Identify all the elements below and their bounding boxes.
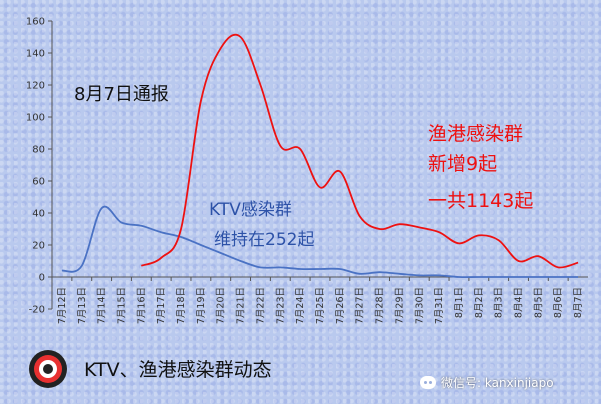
x-tick-label: 7月14日 [97,287,108,324]
y-tick-label: 20 [32,241,45,252]
wechat-icon [420,376,436,389]
x-tick-label: 7月12日 [57,287,68,324]
annotation-fishery-name: 渔港感染群 [428,123,523,145]
y-tick-label: 80 [32,145,45,156]
x-tick-label: 7月24日 [295,287,306,324]
x-tick-label: 8月6日 [553,287,564,318]
x-tick-label: 7月28日 [375,287,386,324]
x-tick-label: 7月15日 [116,287,127,324]
x-tick-label: 7月21日 [236,287,247,324]
wechat-id: 微信号: kanxinjiapo [420,374,554,391]
y-tick-label: 120 [26,81,45,92]
annotation-ktv-total: 维持在252起 [214,230,314,250]
annotation-ktv-name: KTV感染群 [209,200,292,220]
y-tick-label: 60 [32,177,45,188]
x-tick-label: 8月5日 [533,287,544,318]
annotation-fishery-total: 一共1143起 [428,190,533,212]
x-tick-label: 7月16日 [136,287,147,324]
x-tick-label: 7月26日 [335,287,346,324]
footer-title: KTV、渔港感染群动态 [84,359,272,381]
x-tick-label: 7月20日 [216,287,227,324]
wechat-label: 微信号: kanxinjiapo [441,376,554,390]
x-tick-label: 7月19日 [196,287,207,324]
x-tick-label: 7月27日 [355,287,366,324]
x-tick-label: 8月7日 [573,287,584,318]
annotation-fishery-new: 新增9起 [428,153,497,175]
x-tick-label: 7月22日 [255,287,266,324]
x-tick-label: 7月13日 [77,287,88,324]
logo-icon [29,350,67,388]
y-tick-label: 100 [26,113,45,124]
y-tick-label: 0 [39,273,45,284]
x-tick-label: 7月17日 [156,287,167,324]
x-tick-label: 7月30日 [414,287,425,324]
x-tick-label: 7月29日 [394,287,405,324]
y-tick-label: 140 [26,49,45,60]
x-tick-label: 7月25日 [315,287,326,324]
x-tick-label: 7月18日 [176,287,187,324]
series-line-ktv [61,205,579,279]
x-tick-label: 8月3日 [494,287,505,318]
x-tick-label: 7月31日 [434,287,445,324]
x-tick-label: 7月23日 [275,287,286,324]
series-line-fishery [140,33,579,269]
y-tick-label: 160 [26,17,45,28]
y-tick-label: 40 [32,209,45,220]
y-tick-label: -20 [29,305,45,316]
notice-date: 8月7日通报 [74,84,169,105]
x-tick-label: 8月4日 [514,287,525,318]
x-tick-label: 8月2日 [474,287,485,318]
x-tick-label: 8月1日 [454,287,465,318]
